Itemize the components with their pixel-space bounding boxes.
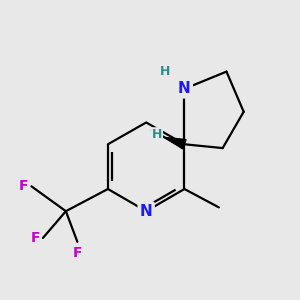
Text: F: F	[19, 179, 28, 193]
Text: F: F	[30, 231, 40, 245]
Text: F: F	[73, 246, 82, 260]
Text: H: H	[152, 128, 162, 141]
Text: H: H	[160, 65, 170, 78]
Polygon shape	[164, 137, 186, 149]
Text: N: N	[140, 204, 153, 219]
Text: N: N	[178, 81, 191, 96]
